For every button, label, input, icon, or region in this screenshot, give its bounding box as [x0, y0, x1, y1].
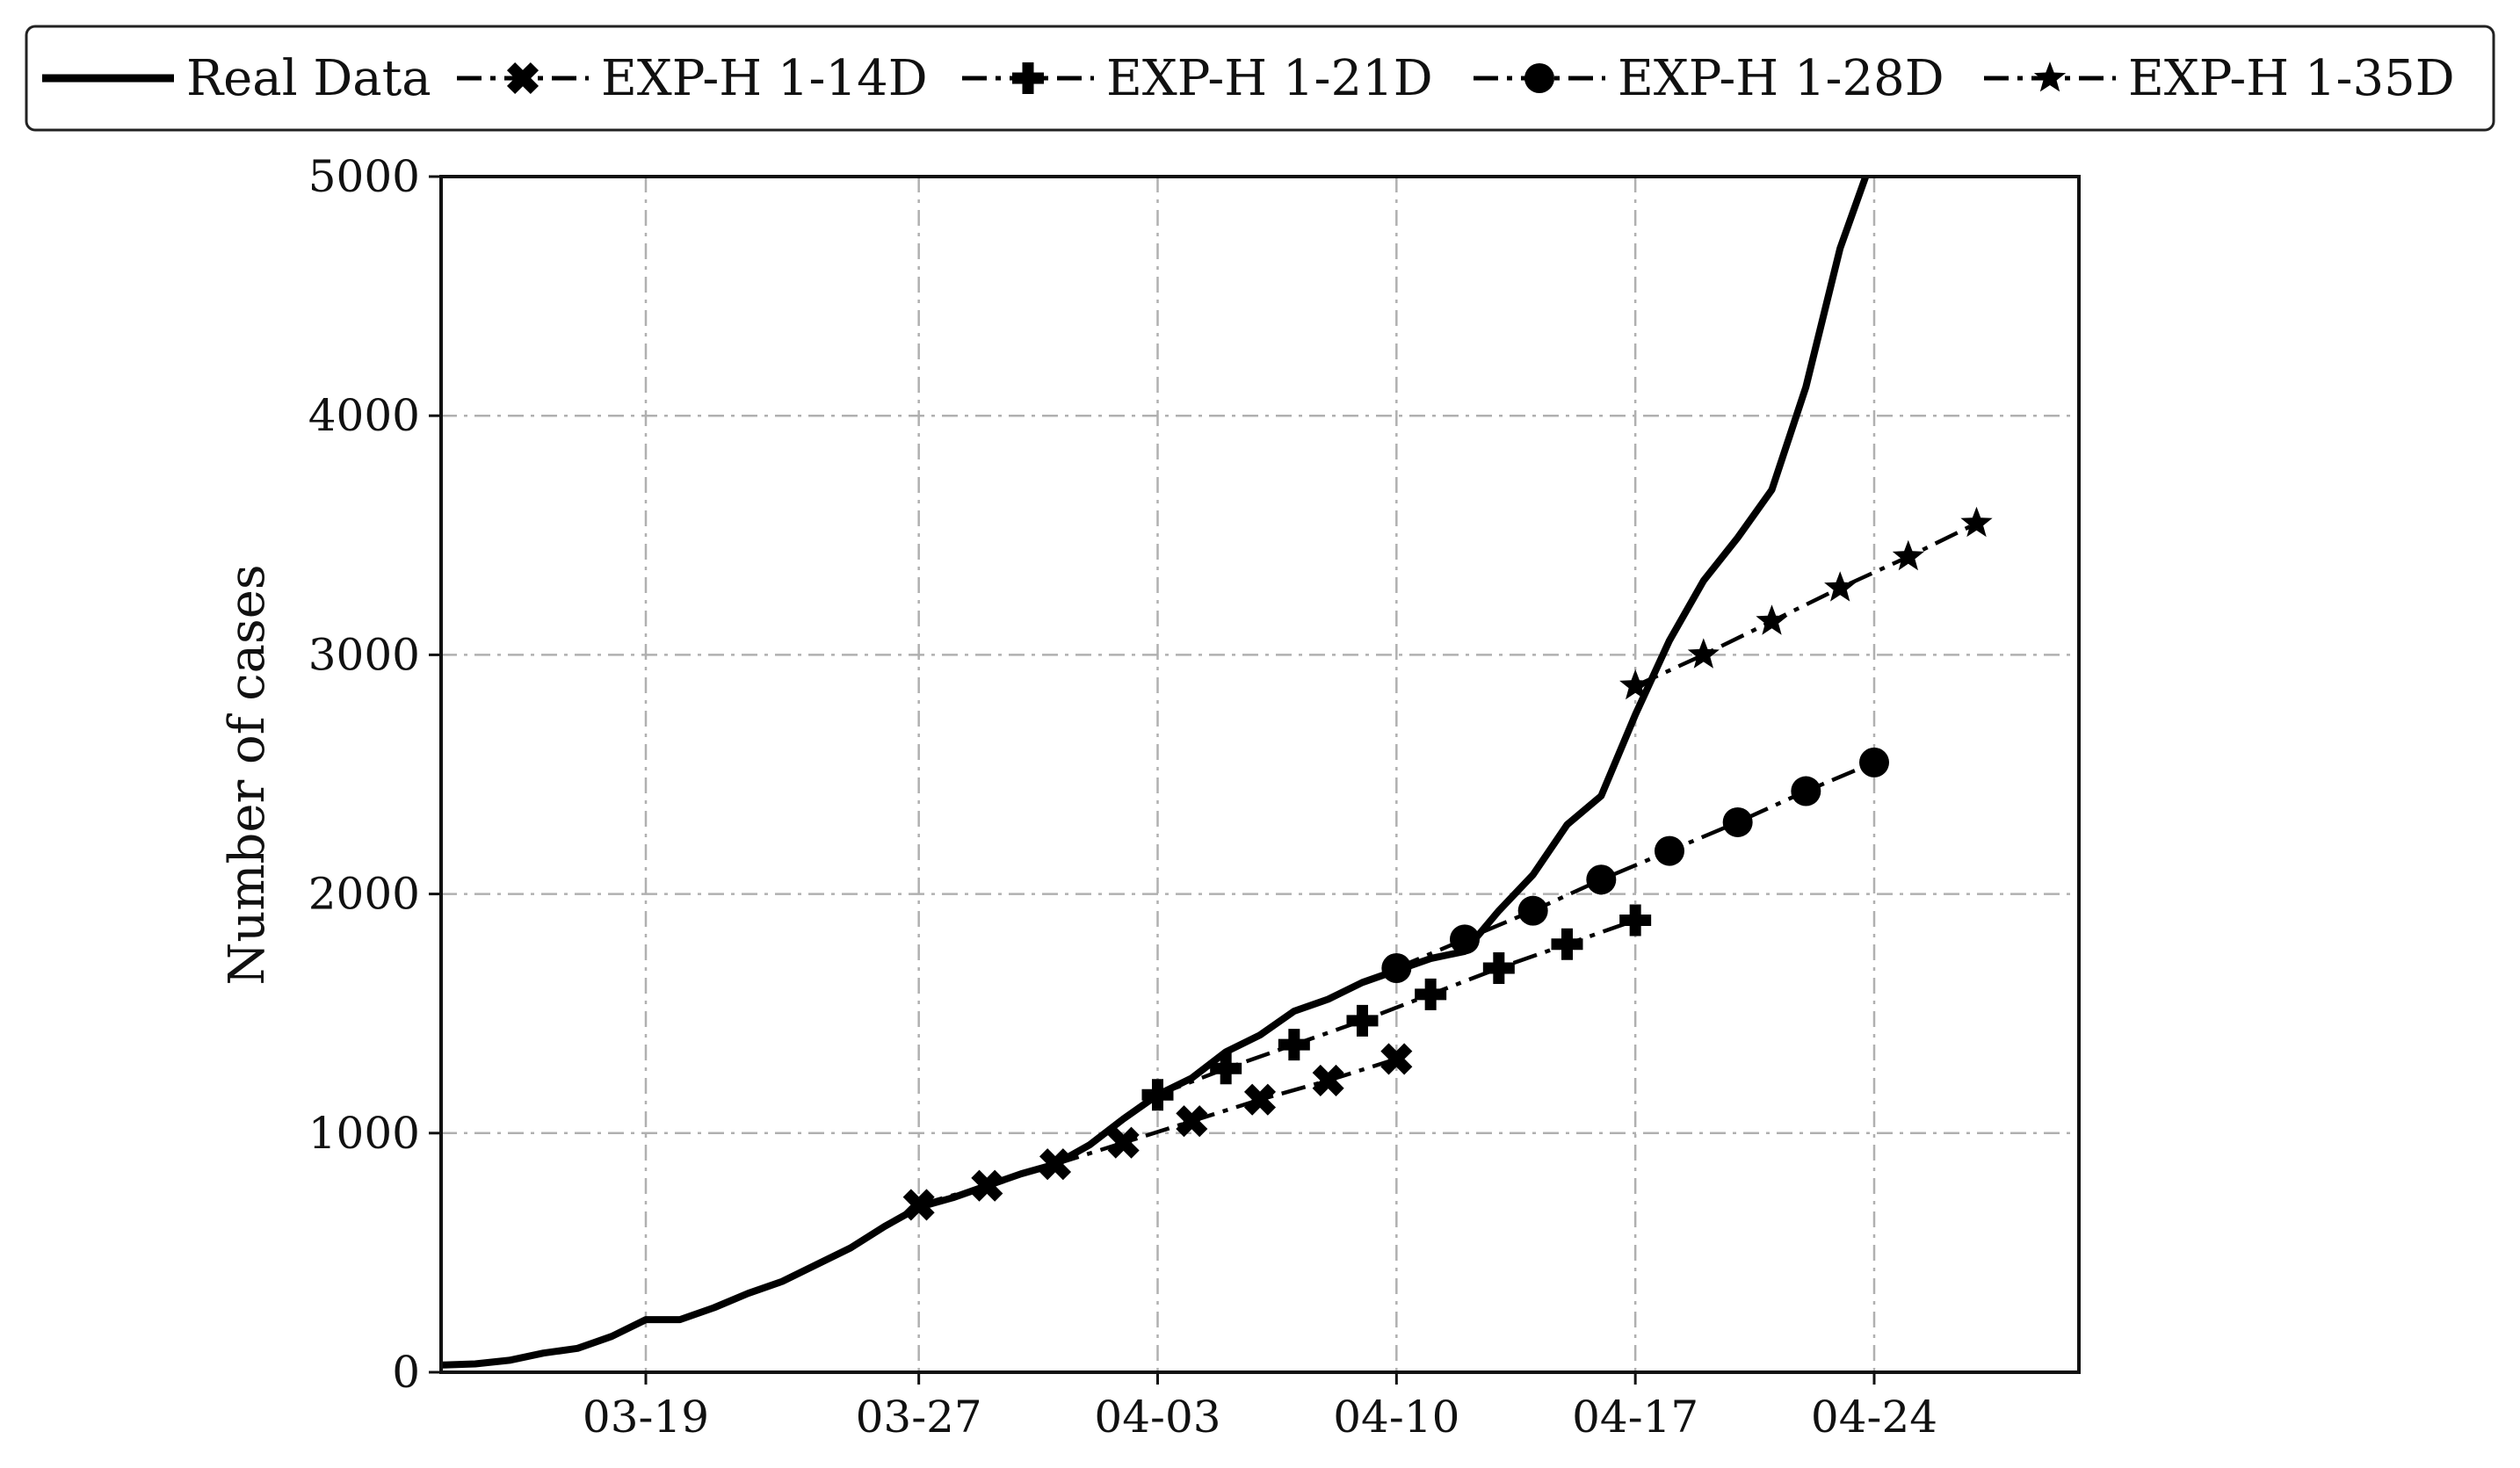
marker-plus [1619, 904, 1652, 936]
y-tick-label: 1000 [308, 1108, 420, 1159]
marker-x [971, 1169, 1003, 1202]
marker-x [1312, 1064, 1344, 1096]
plot-area: 03-19 03-27 04-03 04-10 04-17 04-24 0 1000 2000… [219, 151, 2081, 1443]
legend-entry: EXP-H 1-28D [1474, 50, 1944, 107]
marker-plus [1346, 1004, 1379, 1037]
marker-plus [1482, 951, 1515, 984]
marker-circle [1524, 63, 1554, 93]
series-1 [902, 1043, 1413, 1221]
x-tick-label: 03-27 [856, 1392, 982, 1443]
marker-circle [1722, 806, 1753, 837]
y-tick-label: 2000 [308, 869, 420, 920]
series-layer [441, 177, 1993, 1369]
marker-circle [1791, 776, 1821, 806]
marker-plus [1210, 1052, 1242, 1085]
marker-circle [1859, 747, 1889, 777]
legend: Real Data EXP-H 1-14D EXP-H 1-21D EXP-H 1-2… [25, 25, 2495, 132]
marker-star [1619, 669, 1652, 700]
x-tick-label: 04-17 [1572, 1392, 1698, 1443]
series-3 [1381, 747, 1889, 983]
legend-entry: EXP-H 1-21D [962, 50, 1433, 107]
legend-entry: EXP-H 1-14D [457, 50, 928, 107]
marker-x [1039, 1148, 1072, 1181]
marker-star [1960, 506, 1993, 538]
x-tick-label: 04-10 [1333, 1392, 1459, 1443]
series-4 [1619, 506, 1993, 700]
marker-x [1107, 1126, 1140, 1159]
grid [441, 175, 2079, 1374]
marker-circle [1586, 864, 1617, 895]
x-tick-label: 04-24 [1811, 1392, 1937, 1443]
x-tick-label: 04-03 [1094, 1392, 1220, 1443]
legend-label: EXP-H 1-14D [601, 50, 928, 107]
marker-circle [1655, 835, 1684, 866]
y-tick-label: 3000 [308, 629, 420, 680]
y-tick-label: 4000 [308, 390, 420, 441]
marker-x [1380, 1043, 1413, 1075]
legend-items: Real Data EXP-H 1-14D EXP-H 1-21D EXP-H 1-2… [42, 50, 2455, 107]
series-line [1634, 521, 1978, 688]
marker-plus [1278, 1029, 1310, 1061]
marker-star [1756, 604, 1788, 635]
marker-x [1243, 1083, 1277, 1116]
x-tick-label: 03-19 [583, 1392, 709, 1443]
legend-label: Real Data [186, 50, 431, 107]
marker-plus [1415, 978, 1447, 1010]
marker-star [1892, 539, 1924, 571]
y-tick-label: 0 [392, 1347, 420, 1398]
legend-label: EXP-H 1-28D [1618, 50, 1944, 107]
legend-label: EXP-H 1-21D [1106, 50, 1433, 107]
marker-x [506, 61, 539, 95]
legend-label: EXP-H 1-35D [2128, 50, 2455, 107]
marker-plus [1551, 928, 1583, 960]
plot-frame [439, 175, 2081, 1374]
legend-entry: EXP-H 1-35D [1984, 50, 2455, 107]
series-2 [1141, 904, 1652, 1111]
marker-star [1687, 638, 1720, 669]
y-tick-label: 5000 [308, 151, 420, 202]
legend-frame [25, 25, 2495, 132]
marker-plus [1012, 62, 1044, 94]
marker-circle [1450, 924, 1480, 955]
marker-circle [1517, 895, 1548, 926]
marker-star [1824, 571, 1857, 602]
legend-entry: Real Data [42, 50, 431, 107]
marker-x [902, 1189, 935, 1221]
marker-x [1176, 1105, 1208, 1138]
marker-circle [1381, 952, 1412, 983]
y-axis-title: Number of cases [219, 564, 276, 985]
y-axis: 0 1000 2000 3000 4000 5000 [308, 151, 441, 1398]
marker-plus [1141, 1079, 1174, 1111]
marker-star [2033, 61, 2067, 92]
x-axis: 03-19 03-27 04-03 04-10 04-17 04-24 [583, 1372, 1937, 1443]
